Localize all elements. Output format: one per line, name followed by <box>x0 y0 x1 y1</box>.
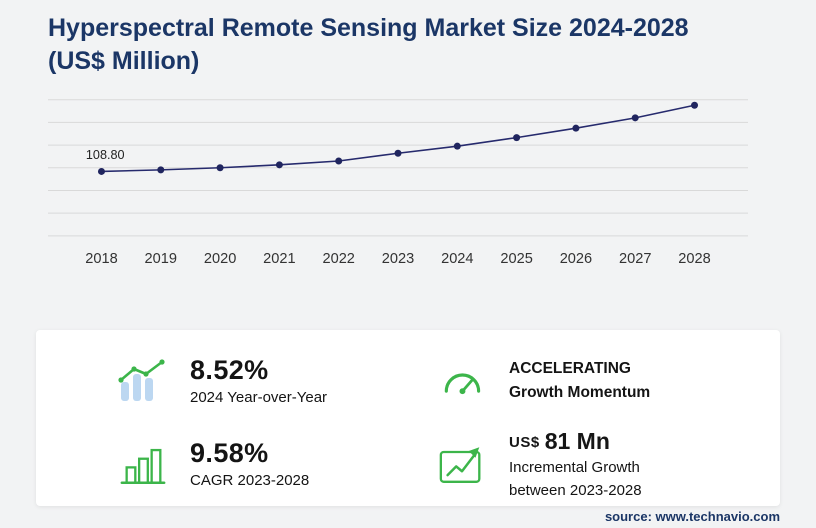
data-point <box>216 164 224 172</box>
bar-chart-trend-icon <box>116 358 170 404</box>
data-point <box>97 167 105 175</box>
source-attribution: source: www.technavio.com <box>604 509 780 524</box>
incremental-label-line1: Incremental Growth <box>509 458 640 476</box>
incremental-label-line2: between 2023-2028 <box>509 481 642 499</box>
x-axis-label: 2021 <box>263 251 295 267</box>
x-axis-label: 2028 <box>678 251 710 267</box>
x-axis-label: 2020 <box>204 251 236 267</box>
x-axis-label: 2025 <box>500 251 532 267</box>
stat-yoy: 8.52% 2024 Year-over-Year <box>116 355 425 406</box>
data-point <box>572 124 580 132</box>
x-axis-label: 2022 <box>322 251 354 267</box>
x-axis-label: 2023 <box>382 251 414 267</box>
yoy-label: 2024 Year-over-Year <box>190 388 328 406</box>
data-point <box>631 114 639 122</box>
market-size-chart: 108.80 2018 2019 2020 2021 2022 2023 2024 2025 20… <box>48 90 748 275</box>
x-axis-label: 2027 <box>619 251 651 267</box>
data-point <box>335 157 343 165</box>
stats-card: 8.52% 2024 Year-over-Year ACCELERATING G… <box>36 330 780 506</box>
data-point <box>453 142 461 150</box>
growth-arrow-box-icon <box>435 441 489 487</box>
data-point <box>157 166 165 174</box>
momentum-line1: ACCELERATING <box>509 359 631 377</box>
incremental-currency: US$ <box>509 433 540 451</box>
data-point <box>691 101 699 109</box>
x-axis-label: 2026 <box>560 251 592 267</box>
stat-momentum: ACCELERATING Growth Momentum <box>435 356 744 406</box>
x-axis-label: 2018 <box>85 251 117 267</box>
incremental-value: 81 Mn <box>544 427 610 454</box>
data-point <box>394 149 402 157</box>
stat-cagr: 9.58% CAGR 2023-2028 <box>116 428 425 501</box>
bar-graph-icon <box>116 441 170 487</box>
incremental-value-row: US$ 81 Mn <box>509 428 642 455</box>
stat-incremental: US$ 81 Mn Incremental Growth between 2023… <box>435 428 744 501</box>
x-axis-label: 2024 <box>441 251 473 267</box>
line-chart-canvas: 108.80 2018 2019 2020 2021 2022 2023 2024 2025 20… <box>48 99 748 267</box>
first-point-value-label: 108.80 <box>86 148 125 162</box>
page-title: Hyperspectral Remote Sensing Market Size… <box>48 14 689 75</box>
cagr-value: 9.58% <box>190 438 269 469</box>
x-axis-label: 2019 <box>145 251 177 267</box>
yoy-value: 8.52% <box>190 355 269 385</box>
speedometer-icon <box>435 358 489 404</box>
data-point <box>275 161 283 169</box>
trend-line <box>101 104 695 173</box>
data-point <box>513 134 521 142</box>
cagr-label: CAGR 2023-2028 <box>190 472 310 490</box>
momentum-line2: Growth Momentum <box>509 383 651 401</box>
